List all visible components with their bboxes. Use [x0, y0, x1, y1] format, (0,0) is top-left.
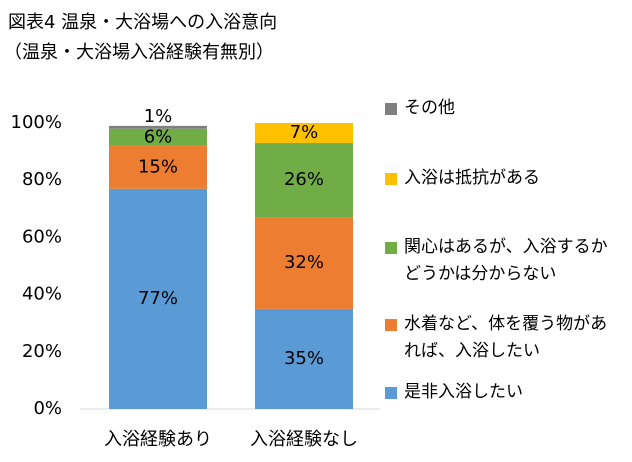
bar-segment [109, 125, 207, 129]
bar-segment [255, 123, 353, 144]
bar-segment [255, 143, 353, 218]
data-label: 1% [144, 106, 173, 127]
legend-label: 是非入浴したい [404, 382, 523, 402]
legend-swatch [385, 319, 397, 331]
data-label: 6% [144, 126, 173, 147]
data-label: 26% [284, 169, 324, 190]
legend-label: 関心はあるが、入浴するかどうかは分からない [404, 237, 608, 284]
legend-item: その他 [385, 95, 625, 122]
legend-label: 水着など、体を覆う物があれば、入浴したい [404, 314, 608, 361]
legend-label: その他 [404, 98, 455, 118]
legend-swatch [385, 242, 397, 254]
chart-subtitle: （温泉・大浴場入浴経験有無別） [4, 42, 274, 63]
y-tick-label: 40% [22, 284, 62, 305]
data-label: 7% [290, 122, 319, 143]
legend-label: 入浴は抵抗がある [404, 168, 540, 188]
chart-title: 図表4 温泉・大浴場への入浴意向 [8, 12, 278, 33]
y-tick-label: 60% [22, 226, 62, 247]
data-label: 32% [284, 252, 324, 273]
y-tick-label: 80% [22, 169, 62, 190]
data-label: 77% [138, 288, 178, 309]
legend-item: 関心はあるが、入浴するかどうかは分からない [385, 234, 625, 288]
legend-swatch [385, 103, 397, 115]
bar-segment [109, 128, 207, 146]
legend-swatch [385, 387, 397, 399]
data-label: 35% [284, 348, 324, 369]
legend-item: 入浴は抵抗がある [385, 165, 625, 192]
bar-segment [255, 308, 353, 409]
y-tick-label: 0% [33, 398, 62, 419]
x-tick-label: 入浴経験なし [250, 429, 358, 450]
data-label: 15% [138, 156, 178, 177]
legend-item: 水着など、体を覆う物があれば、入浴したい [385, 311, 625, 365]
bar-segment [109, 188, 207, 409]
x-tick-label: 入浴経験あり [104, 429, 212, 450]
legend-item: 是非入浴したい [385, 379, 625, 406]
legend-swatch [385, 173, 397, 185]
y-tick-label: 100% [11, 112, 62, 133]
bar-segment [109, 145, 207, 189]
bar-segment [255, 217, 353, 309]
y-tick-label: 20% [22, 341, 62, 362]
